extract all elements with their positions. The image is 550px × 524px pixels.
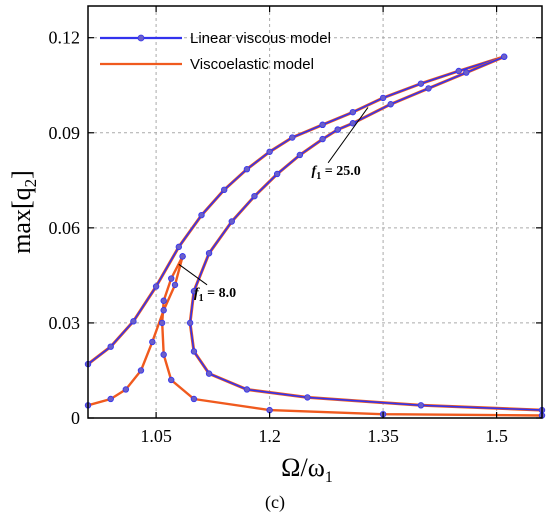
data-point xyxy=(425,85,432,92)
data-point xyxy=(349,120,357,127)
data-point xyxy=(168,376,175,384)
data-point xyxy=(186,319,194,327)
data-point xyxy=(455,67,462,75)
annotation-leader xyxy=(178,263,208,286)
annotation-label: f1 = 25.0 xyxy=(312,164,361,182)
series-line xyxy=(322,55,505,126)
x-tick-label: 1.05 xyxy=(140,426,172,446)
data-point xyxy=(179,253,186,260)
x-tick-label: 1.35 xyxy=(367,426,399,446)
y-tick-label: 0.03 xyxy=(49,313,81,333)
annotation-label: f1 = 8.0 xyxy=(194,286,236,304)
data-point xyxy=(130,318,137,325)
data-point xyxy=(149,338,156,346)
data-point xyxy=(266,148,273,155)
data-point xyxy=(152,283,160,290)
x-axis-title: Ω/ω1 xyxy=(281,453,333,486)
data-point xyxy=(304,394,311,401)
data-point xyxy=(137,367,145,374)
data-point xyxy=(228,218,235,225)
data-point xyxy=(334,126,341,133)
data-point xyxy=(122,386,130,393)
data-point xyxy=(349,108,357,116)
data-point xyxy=(463,69,470,76)
data-point xyxy=(205,249,213,257)
data-point xyxy=(107,395,114,403)
data-point xyxy=(243,386,251,393)
data-point xyxy=(175,243,182,251)
x-axis: 1.05 1.2 1.35 1.5 xyxy=(140,6,508,446)
data-point xyxy=(198,211,205,219)
series-line xyxy=(160,255,543,417)
data-point xyxy=(319,121,326,129)
data-point xyxy=(107,343,114,350)
data-point xyxy=(417,80,425,87)
x-tick-label: 1.5 xyxy=(485,426,508,446)
plot-frame xyxy=(87,5,543,419)
data-point xyxy=(160,297,167,304)
data-point xyxy=(158,319,166,327)
data-point xyxy=(273,170,281,178)
data-point xyxy=(251,192,258,200)
data-point xyxy=(190,288,198,295)
y-tick-label: 0.12 xyxy=(49,28,81,48)
legend-marker xyxy=(137,34,145,42)
annotation: f1 = 8.0 xyxy=(178,263,236,304)
data-point xyxy=(417,402,425,409)
y-axis-title: max[q2] xyxy=(7,170,40,254)
data-point xyxy=(160,307,167,314)
x-tick-label: 1.2 xyxy=(258,426,281,446)
data-point xyxy=(319,135,326,143)
data-point xyxy=(387,101,394,108)
data-point xyxy=(243,166,251,173)
legend: Linear viscous model Viscoelastic model xyxy=(100,30,331,73)
data-point xyxy=(500,53,508,60)
series-linear-viscous xyxy=(84,53,546,414)
y-tick-label: 0.09 xyxy=(49,123,81,143)
data-point xyxy=(190,348,198,355)
data-point xyxy=(296,151,304,159)
y-tick-label: 0 xyxy=(71,408,80,428)
data-point xyxy=(160,351,167,358)
y-axis: 0 0.03 0.06 0.09 0.12 xyxy=(49,28,542,428)
series-viscoelastic xyxy=(84,253,546,419)
data-point xyxy=(171,281,179,289)
data-point xyxy=(190,395,198,403)
data-point xyxy=(289,134,296,141)
legend-label: Viscoelastic model xyxy=(190,56,314,73)
y-tick-label: 0.06 xyxy=(49,218,81,238)
data-point xyxy=(379,94,387,102)
legend-label: Linear viscous model xyxy=(190,30,331,47)
data-point xyxy=(205,370,213,377)
data-point xyxy=(220,186,228,194)
data-point xyxy=(168,275,175,282)
grid-lines xyxy=(88,6,542,418)
annotation: f1 = 25.0 xyxy=(312,107,369,182)
figure-caption: (c) xyxy=(265,492,285,512)
annotation-leader xyxy=(327,107,369,164)
